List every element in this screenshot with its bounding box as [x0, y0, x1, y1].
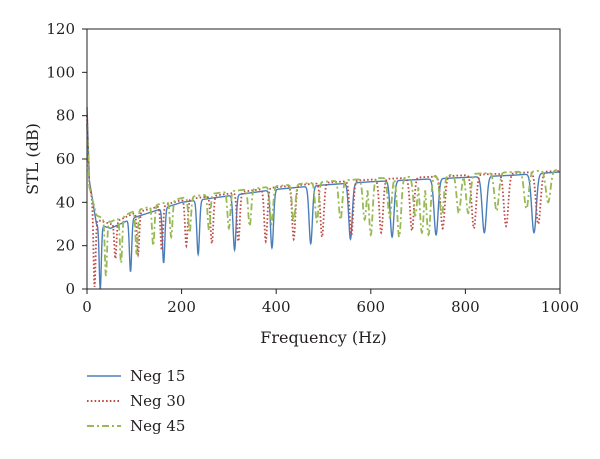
y-axis-ticks: 0 20 40 60 80 100 120 — [46, 20, 87, 298]
x-tick-label: 200 — [167, 298, 196, 316]
y-tick-label: 100 — [46, 63, 75, 81]
x-axis-title: Frequency (Hz) — [260, 328, 387, 347]
series-line-neg-30 — [86, 115, 561, 287]
x-tick-label: 1000 — [541, 298, 579, 316]
legend-label-neg-45: Neg 45 — [130, 417, 185, 435]
legend-label-neg-15: Neg 15 — [130, 367, 185, 385]
y-tick-label: 120 — [46, 20, 75, 38]
x-tick-label: 400 — [262, 298, 291, 316]
plot-frame — [86, 28, 561, 290]
y-tick-label: 0 — [65, 280, 75, 298]
series-line-neg-45 — [86, 124, 561, 277]
legend: Neg 15 Neg 30 Neg 45 — [87, 367, 185, 435]
x-tick-label: 800 — [451, 298, 480, 316]
y-tick-label: 60 — [56, 150, 75, 168]
y-tick-label: 80 — [56, 107, 75, 125]
series-layer — [86, 106, 561, 290]
x-axis-ticks: 0 200 400 600 800 1000 — [82, 289, 579, 316]
y-tick-label: 20 — [56, 237, 75, 255]
y-axis-title: STL (dB) — [23, 123, 42, 195]
x-tick-label: 0 — [82, 298, 92, 316]
y-tick-label: 40 — [56, 193, 75, 211]
x-tick-label: 600 — [356, 298, 385, 316]
plot-area — [86, 28, 561, 290]
legend-label-neg-30: Neg 30 — [130, 392, 185, 410]
series-line-neg-15 — [86, 106, 561, 290]
